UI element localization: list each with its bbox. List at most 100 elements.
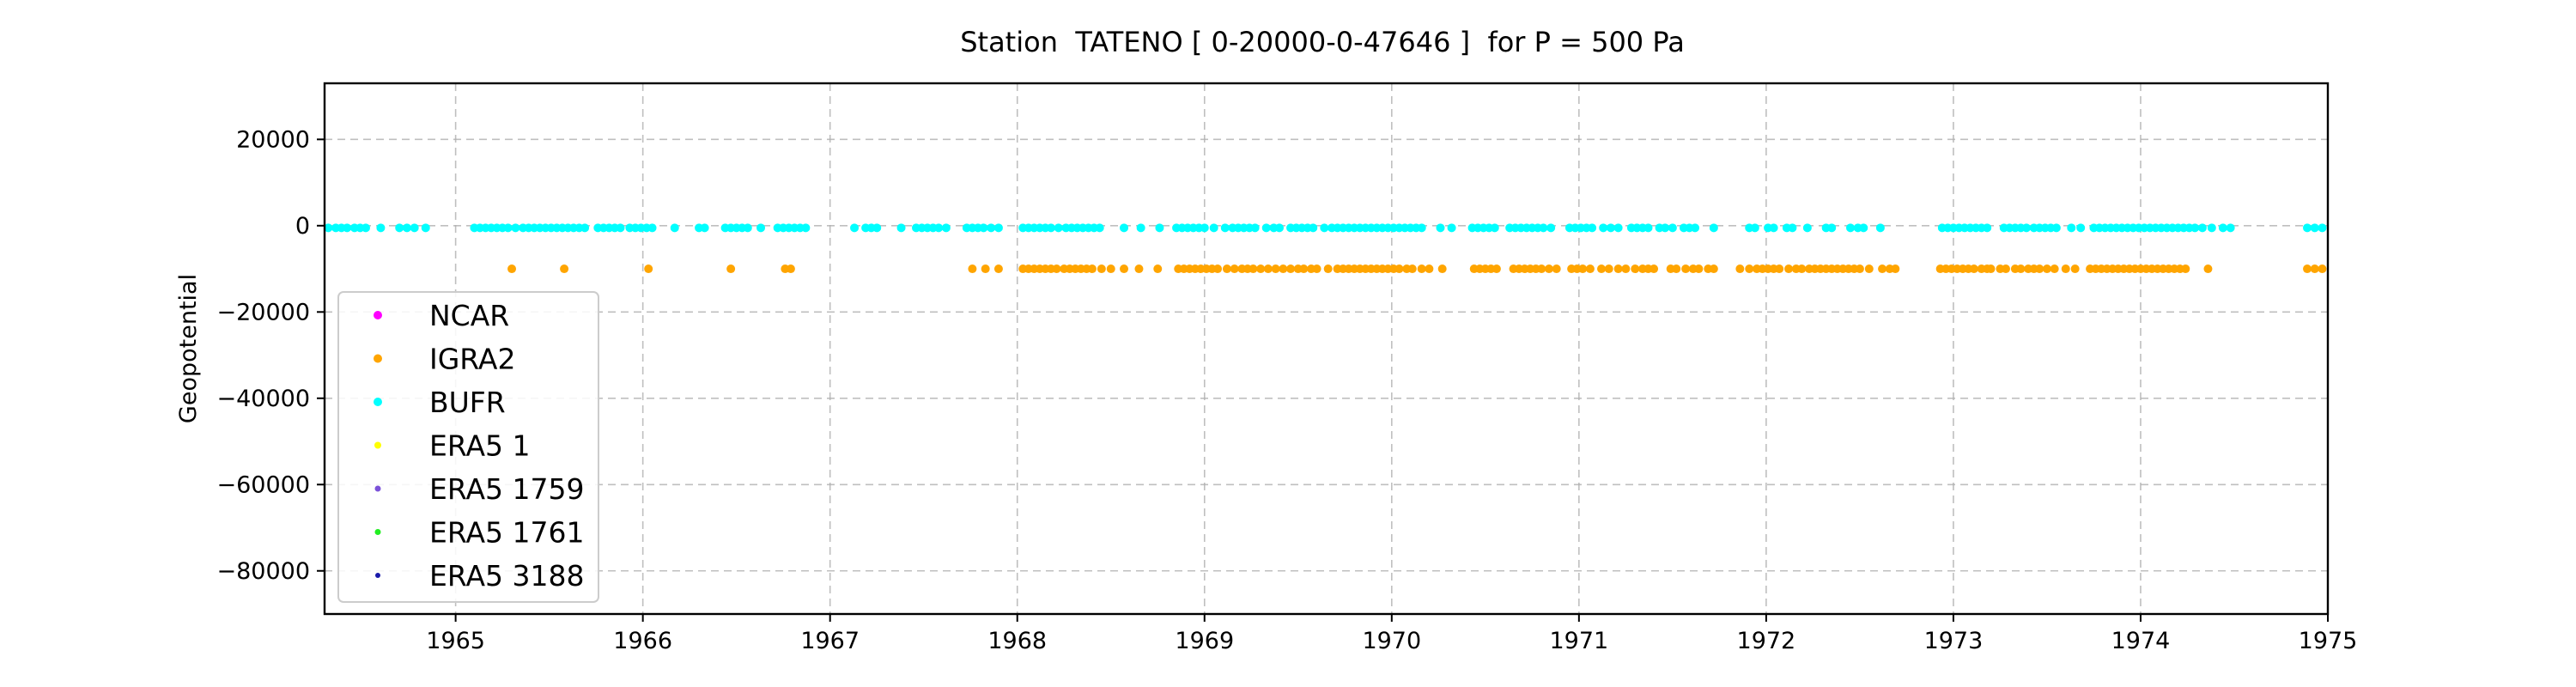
igra2-point: [1106, 264, 1115, 274]
bufr-point: [2310, 223, 2319, 233]
legend-label-bufr: BUFR: [429, 386, 506, 419]
bufr-point: [1613, 223, 1623, 233]
legend-label-era5-3188: ERA5 3188: [429, 559, 585, 593]
x-tick-label: 1971: [1549, 628, 1608, 654]
bufr-point: [1750, 223, 1759, 233]
x-tick-label: 1966: [613, 628, 672, 654]
igra2-point: [1279, 264, 1288, 274]
bufr-point: [1846, 223, 1856, 233]
bufr-point: [2318, 223, 2327, 233]
bufr-point: [1309, 223, 1318, 233]
igra2-point: [1312, 264, 1321, 274]
bufr-point: [1606, 223, 1615, 233]
x-tick-label: 1968: [987, 628, 1047, 654]
igra2-point: [1425, 264, 1434, 274]
igra2-point: [726, 264, 736, 274]
bufr-point: [1875, 223, 1885, 233]
igra2-point: [1256, 264, 1266, 274]
bufr-point: [1661, 223, 1670, 233]
igra2-point: [1855, 264, 1864, 274]
legend-marker-igra2: [374, 354, 382, 363]
igra2-point: [1417, 264, 1426, 274]
igra2-point: [2181, 264, 2190, 274]
igra2-point: [2001, 264, 2010, 274]
bufr-point: [2051, 223, 2061, 233]
bufr-point: [1827, 223, 1837, 233]
bufr-point: [2303, 223, 2312, 233]
bufr-point: [343, 223, 352, 233]
bufr-point: [2226, 223, 2235, 233]
bufr-point: [987, 223, 996, 233]
igra2-point: [1134, 264, 1144, 274]
legend-label-era5-1761: ERA5 1761: [429, 516, 585, 550]
bufr-point: [1095, 223, 1104, 233]
bufr-point: [1802, 223, 1812, 233]
y-tick-label: 0: [295, 213, 310, 240]
bufr-point: [1859, 223, 1868, 233]
igra2-point: [1437, 264, 1447, 274]
igra2-point: [1735, 264, 1745, 274]
bufr-point: [2067, 223, 2076, 233]
x-axis: 1965 1966 1967 1968 1969 1970 1971 1972 1973 1974…: [426, 614, 2357, 654]
bufr-point: [1155, 223, 1164, 233]
bufr-point: [1691, 223, 1700, 233]
bufr-point: [801, 223, 811, 233]
x-tick-label: 1973: [1924, 628, 1984, 654]
data-points: [324, 223, 2327, 274]
igra2-point: [2061, 264, 2070, 274]
legend-label-era5-1: ERA5 1: [429, 429, 531, 463]
y-axis: 20000 0 −20000 −40000 −60000 −80000: [216, 126, 325, 585]
igra2-point: [786, 264, 795, 274]
legend-label-era5-1759: ERA5 1759: [429, 472, 585, 506]
bufr-point: [361, 223, 370, 233]
legend-marker-era5-1759: [374, 485, 381, 492]
igra2-point: [1986, 264, 1996, 274]
bufr-point: [1588, 223, 1597, 233]
igra2-point: [1597, 264, 1607, 274]
igra2-point: [2016, 264, 2026, 274]
x-tick-label: 1969: [1175, 628, 1234, 654]
legend-marker-era5-1761: [374, 529, 381, 535]
bufr-point: [1320, 223, 1329, 233]
bufr-point: [1983, 223, 1992, 233]
igra2-point: [2035, 264, 2044, 274]
igra2-point: [2050, 264, 2059, 274]
bufr-point: [647, 223, 657, 233]
bufr-point: [2197, 223, 2207, 233]
bufr-point: [1054, 223, 1063, 233]
igra2-point: [1120, 264, 1129, 274]
igra2-point: [1694, 264, 1704, 274]
igra2-point: [1969, 264, 1978, 274]
bufr-point: [324, 223, 333, 233]
bufr-point: [1490, 223, 1499, 233]
igra2-point: [1544, 264, 1553, 274]
bufr-point: [1539, 223, 1548, 233]
x-tick-label: 1967: [800, 628, 860, 654]
bufr-point: [410, 223, 419, 233]
igra2-point: [2042, 264, 2051, 274]
legend-label-igra2: IGRA2: [429, 343, 515, 376]
igra2-point: [2318, 264, 2327, 274]
y-tick-label: −20000: [216, 299, 310, 325]
bufr-point: [670, 223, 679, 233]
legend-marker-era5-1: [374, 441, 381, 449]
bufr-point: [1436, 223, 1445, 233]
bufr-point: [395, 223, 404, 233]
bufr-point: [1274, 223, 1284, 233]
igra2-point: [1585, 264, 1595, 274]
bufr-point: [1209, 223, 1218, 233]
igra2-point: [1709, 264, 1718, 274]
bufr-point: [934, 223, 944, 233]
bufr-point: [1136, 223, 1145, 233]
bufr-point: [2190, 223, 2200, 233]
igra2-point: [507, 264, 517, 274]
igra2-point: [1552, 264, 1561, 274]
x-tick-label: 1974: [2111, 628, 2171, 654]
bufr-point: [979, 223, 988, 233]
bufr-point: [503, 223, 513, 233]
igra2-point: [1230, 264, 1239, 274]
igra2-point: [1263, 264, 1273, 274]
bufr-point: [616, 223, 625, 233]
igra2-point: [1797, 264, 1807, 274]
